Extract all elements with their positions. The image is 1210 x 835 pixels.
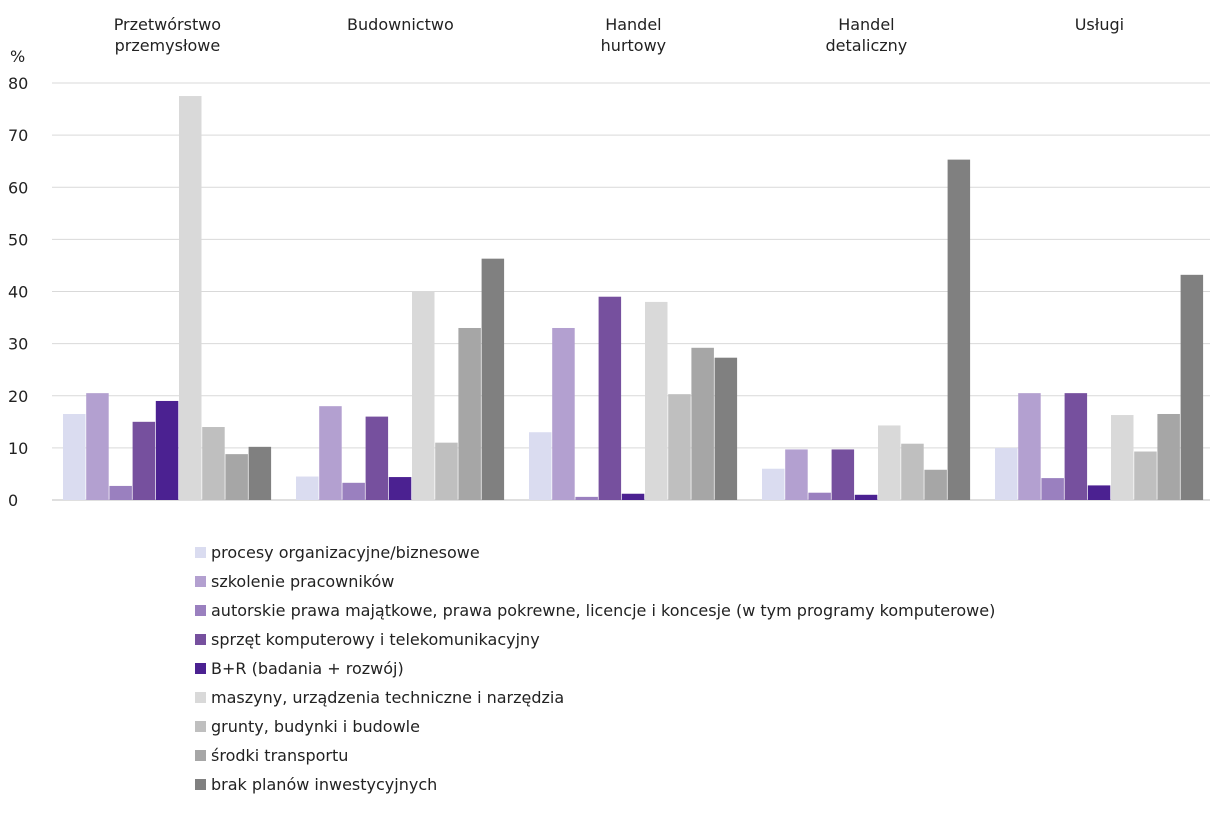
bar [924, 469, 947, 500]
legend-swatch [195, 605, 206, 616]
bar [762, 468, 785, 500]
bar [132, 421, 156, 500]
legend-item: maszyny, urządzenia techniczne i narzędz… [195, 683, 1195, 712]
bar [342, 482, 365, 500]
bar [1087, 485, 1111, 500]
y-tick-label: 50 [8, 230, 28, 249]
bar [202, 427, 225, 500]
bar [598, 296, 622, 500]
bar [1111, 415, 1134, 500]
legend-label: autorskie prawa majątkowe, prawa pokrewn… [211, 601, 996, 620]
bar [947, 159, 971, 500]
category-label: Budownictwo [347, 15, 454, 34]
bar [179, 96, 202, 500]
bar [86, 393, 109, 500]
bar [481, 258, 505, 500]
legend-item: środki transportu [195, 741, 1195, 770]
bar [225, 454, 248, 500]
bar [901, 443, 924, 500]
bar [248, 446, 272, 500]
bar [995, 447, 1018, 500]
bar [412, 291, 435, 500]
bar [691, 347, 714, 500]
legend-label: sprzęt komputerowy i telekomunikacyjny [211, 630, 540, 649]
legend: procesy organizacyjne/biznesowe szkolenie… [195, 538, 1195, 799]
legend-item: brak planów inwestycyjnych [195, 770, 1195, 799]
bar [645, 301, 668, 500]
bar [435, 442, 458, 500]
bar [1180, 274, 1204, 500]
legend-label: procesy organizacyjne/biznesowe [211, 543, 480, 562]
y-tick-label: 20 [8, 387, 28, 406]
bar [714, 357, 738, 500]
bar [109, 485, 132, 500]
legend-label: B+R (badania + rozwój) [211, 659, 404, 678]
bar [878, 425, 901, 500]
legend-item: B+R (badania + rozwój) [195, 654, 1195, 683]
bar [575, 496, 598, 500]
bar [668, 394, 691, 500]
legend-item: grunty, budynki i budowle [195, 712, 1195, 741]
bar [808, 492, 831, 500]
bar [296, 476, 319, 500]
legend-swatch [195, 692, 206, 703]
y-tick-label: 70 [8, 126, 28, 145]
bar [831, 449, 855, 500]
legend-swatch [195, 663, 206, 674]
bar [785, 449, 808, 500]
bar [552, 327, 575, 500]
y-tick-label: 10 [8, 439, 28, 458]
bar [458, 327, 481, 500]
bar [319, 406, 342, 500]
y-tick-label: 40 [8, 283, 28, 302]
bar [155, 400, 179, 500]
y-tick-label: 30 [8, 335, 28, 354]
y-tick-label: 60 [8, 178, 28, 197]
bar-chart: 0 10 20 30 40 50 60 70 80% Przetwórstwo przemysłow… [8, 15, 1210, 510]
y-tick-label: 0 [8, 491, 18, 510]
legend-swatch [195, 750, 206, 761]
y-tick-label: 80 [8, 74, 28, 93]
category-label: Przetwórstwo przemysłowe [114, 15, 221, 55]
legend-label: brak planów inwestycyjnych [211, 775, 438, 794]
legend-swatch [195, 779, 206, 790]
bar [63, 413, 86, 500]
bar [388, 477, 412, 500]
category-label: Handel hurtowy [601, 15, 666, 55]
legend-swatch [195, 634, 206, 645]
bar [1041, 478, 1064, 500]
legend-item: szkolenie pracowników [195, 567, 1195, 596]
bar [365, 416, 389, 500]
legend-swatch [195, 576, 206, 587]
legend-item: sprzęt komputerowy i telekomunikacyjny [195, 625, 1195, 654]
bar [1064, 393, 1088, 500]
legend-swatch [195, 721, 206, 732]
legend-label: maszyny, urządzenia techniczne i narzędz… [211, 688, 565, 707]
legend-label: szkolenie pracowników [211, 572, 395, 591]
bar [621, 493, 645, 500]
legend-item: procesy organizacyjne/biznesowe [195, 538, 1195, 567]
bar [529, 432, 552, 500]
bar [1157, 413, 1180, 500]
legend-item: autorskie prawa majątkowe, prawa pokrewn… [195, 596, 1195, 625]
category-label: Usługi [1075, 15, 1124, 34]
bar [1134, 451, 1157, 500]
bar [854, 494, 878, 500]
legend-swatch [195, 547, 206, 558]
category-label: Handel detaliczny [826, 15, 908, 55]
bar [1018, 393, 1041, 500]
legend-label: środki transportu [211, 746, 349, 765]
y-axis-label: % [10, 47, 25, 66]
legend-label: grunty, budynki i budowle [211, 717, 420, 736]
